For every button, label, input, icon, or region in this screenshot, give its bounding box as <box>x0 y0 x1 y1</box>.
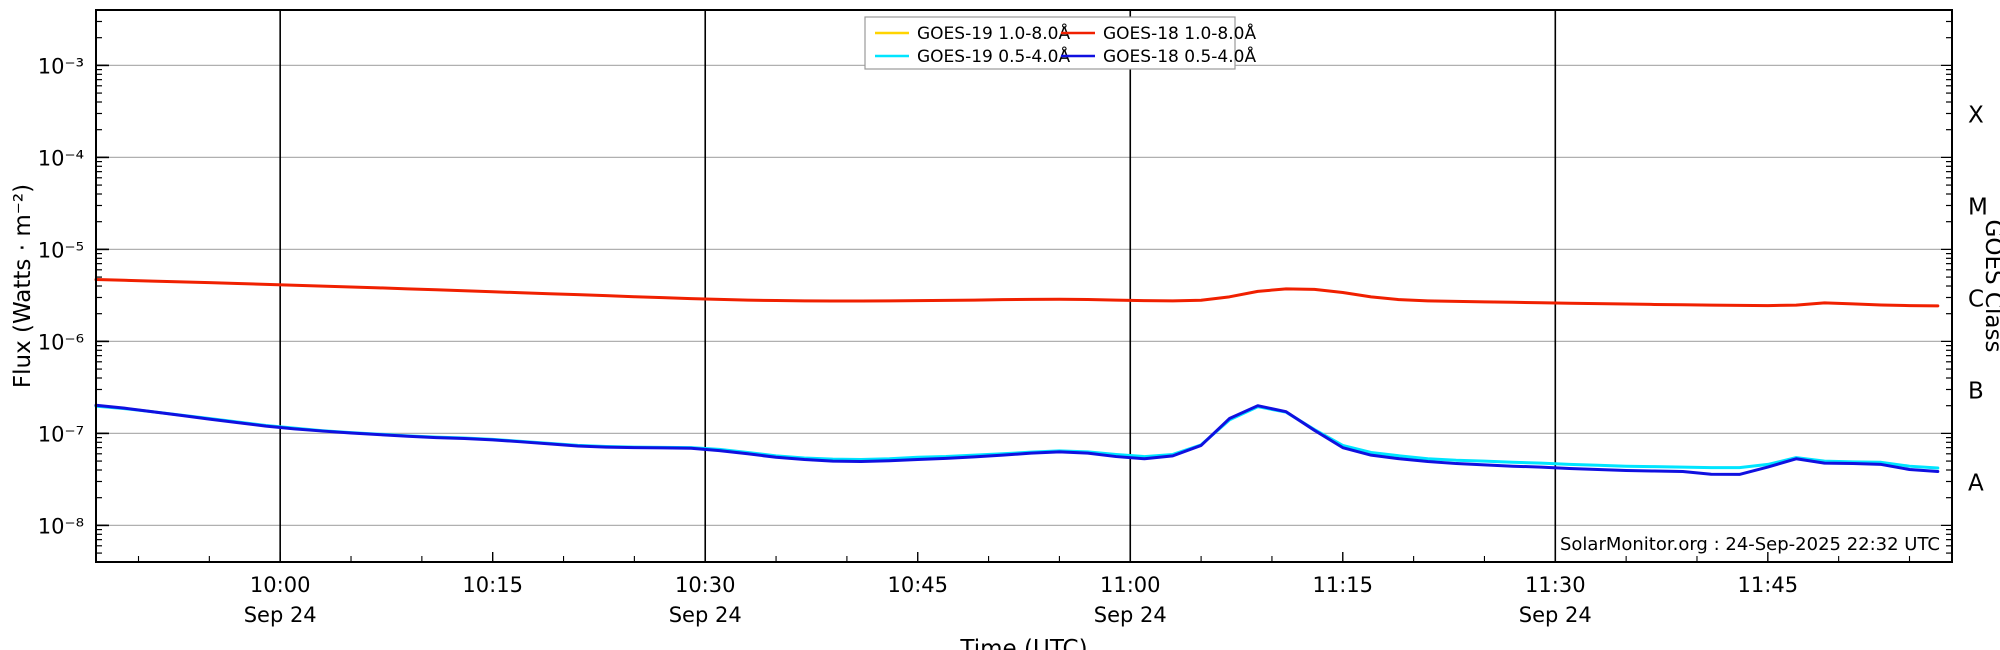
x-tick-date-label: Sep 24 <box>1519 603 1592 627</box>
y-tick-label: 10⁻⁶ <box>38 330 84 354</box>
y-axis-title: Flux (Watts · m⁻²) <box>10 184 36 388</box>
credit-text: SolarMonitor.org : 24-Sep-2025 22:32 UTC <box>1560 534 1940 555</box>
goes-class-label: M <box>1968 194 1988 220</box>
goes-class-label: A <box>1968 470 1984 496</box>
x-tick-label: 11:00 <box>1100 573 1161 597</box>
y-tick-label: 10⁻⁸ <box>38 514 84 538</box>
legend-label-g18_short: GOES-18 0.5-4.0Å <box>1103 45 1256 67</box>
series-line-g18_short <box>94 403 1940 476</box>
goes-class-label: C <box>1968 286 1984 312</box>
x-tick-label: 10:15 <box>462 573 523 597</box>
legend-label-g18_long: GOES-18 1.0-8.0Å <box>1103 22 1256 44</box>
plot-background <box>96 10 1952 562</box>
goes-class-label: X <box>1968 102 1984 128</box>
y-axis-title-right: GOES Class <box>1980 220 2000 353</box>
legend-label-g19_short: GOES-19 0.5-4.0Å <box>917 45 1070 67</box>
y-tick-label: 10⁻³ <box>38 54 84 78</box>
goes-class-label: B <box>1968 378 1984 404</box>
plot-frame <box>95 9 1953 563</box>
legend-label-g19_long: GOES-19 1.0-8.0Å <box>917 22 1070 44</box>
legend-box <box>864 16 1236 70</box>
y-tick-label: 10⁻⁵ <box>38 238 84 262</box>
x-tick-label: 10:00 <box>250 573 311 597</box>
y-tick-label: 10⁻⁷ <box>38 422 84 446</box>
series-line-g18_long <box>94 278 1940 308</box>
x-tick-label: 11:15 <box>1313 573 1374 597</box>
x-tick-label: 11:45 <box>1738 573 1799 597</box>
x-axis-title: Time (UTC) <box>959 636 1087 650</box>
x-tick-label: 10:30 <box>675 573 736 597</box>
x-tick-date-label: Sep 24 <box>1094 603 1167 627</box>
x-tick-date-label: Sep 24 <box>244 603 317 627</box>
x-tick-label: 10:45 <box>887 573 948 597</box>
y-tick-label: 10⁻⁴ <box>38 146 84 170</box>
x-tick-label: 11:30 <box>1525 573 1586 597</box>
x-tick-date-label: Sep 24 <box>669 603 742 627</box>
